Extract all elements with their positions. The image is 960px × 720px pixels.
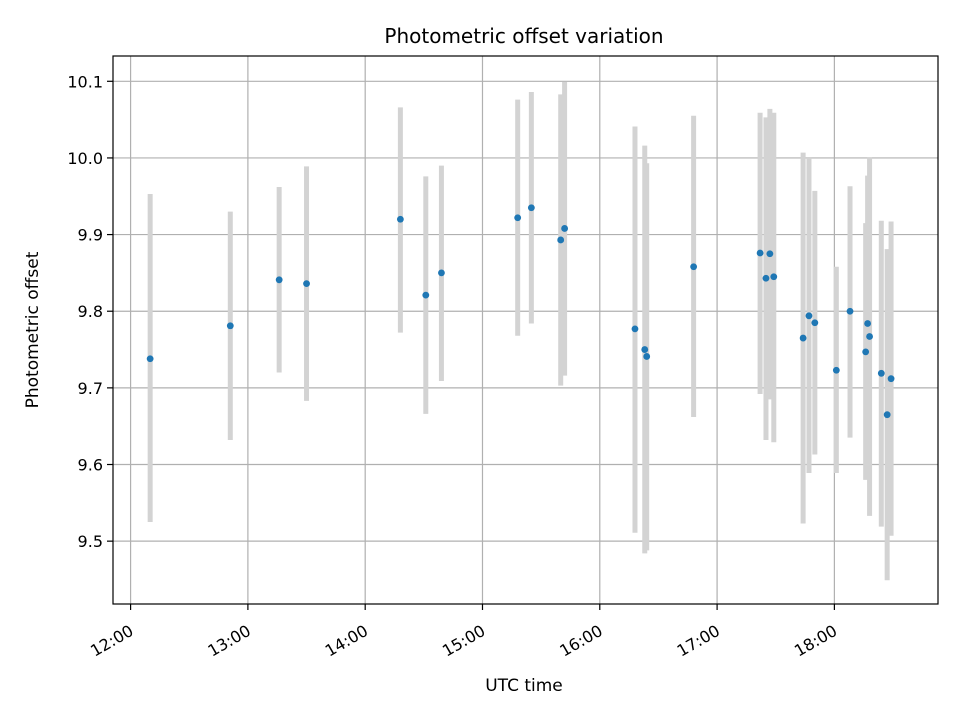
y-tick-label: 9.5 xyxy=(78,532,103,551)
data-point xyxy=(762,274,770,282)
data-point xyxy=(275,276,283,284)
data-point xyxy=(805,312,813,320)
data-point xyxy=(146,355,154,363)
y-tick-label: 9.7 xyxy=(78,379,103,398)
y-axis-ticks: 9.5 9.6 9.7 9.8 9.9 10.0 10.1 xyxy=(67,72,113,551)
data-point xyxy=(303,280,310,288)
data-point xyxy=(877,369,885,377)
data-point xyxy=(641,346,649,353)
chart-title: Photometric offset variation xyxy=(384,24,663,48)
data-point xyxy=(770,273,778,281)
data-point xyxy=(690,263,698,271)
data-point xyxy=(811,319,819,327)
data-point xyxy=(862,348,870,356)
data-point xyxy=(766,250,774,258)
data-point xyxy=(846,307,854,315)
data-point xyxy=(514,214,522,222)
y-axis-label: Photometric offset xyxy=(23,251,43,408)
data-point xyxy=(438,269,445,277)
y-tick-label: 9.9 xyxy=(78,226,103,245)
y-tick-label: 9.8 xyxy=(78,302,103,321)
data-point xyxy=(422,291,430,299)
data-point xyxy=(887,375,895,383)
data-point xyxy=(527,204,535,212)
data-point xyxy=(832,366,840,374)
y-tick-label: 10.0 xyxy=(67,149,103,168)
data-point xyxy=(631,325,639,333)
data-point xyxy=(396,215,404,223)
data-point xyxy=(557,236,565,244)
data-point xyxy=(643,353,651,360)
data-point xyxy=(864,320,872,327)
data-point xyxy=(756,249,764,257)
plot-frame xyxy=(112,55,939,605)
grid xyxy=(113,56,938,604)
data-point xyxy=(226,322,234,330)
data-point xyxy=(799,334,807,342)
data-point xyxy=(866,333,873,340)
x-axis-label: UTC time xyxy=(485,676,563,696)
data-point xyxy=(883,411,891,419)
y-tick-label: 9.6 xyxy=(78,456,103,475)
data-point xyxy=(561,225,568,232)
data-points xyxy=(146,204,895,419)
y-tick-label: 10.1 xyxy=(67,72,103,91)
